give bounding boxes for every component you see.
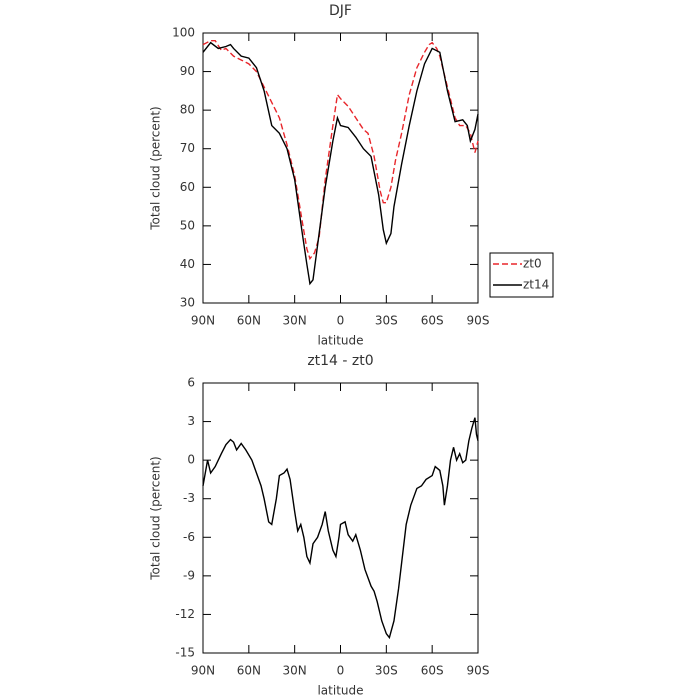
y-tick-label: 70 [180,141,195,155]
legend-label: zt0 [523,257,542,271]
y-tick-label: 80 [180,103,195,117]
y-tick-label: -6 [183,530,195,544]
y-tick-label: 6 [187,376,195,390]
line [202,41,479,286]
y-tick-label: 100 [172,26,195,40]
x-tick-label: 0 [337,314,345,328]
plot-frame [202,32,479,304]
y-tick-label: 90 [180,64,195,78]
x-tick-label: 0 [337,664,345,678]
y-tick-label: 60 [180,180,195,194]
line [202,417,479,640]
legend-box [489,252,554,298]
x-tick-label: 30N [283,664,307,678]
legend-label: zt14 [523,278,549,292]
line [202,40,479,261]
y-tick-label: -3 [183,491,195,505]
y-tick-label: -9 [183,568,195,582]
y-tick-label: 0 [187,453,195,467]
x-axis-label: latitude [317,684,363,698]
y-tick-label: 3 [187,414,195,428]
y-axis-label: Total cloud (percent) [149,106,163,230]
chart-title: DJF [329,3,352,19]
x-tick-label: 30S [375,314,398,328]
y-tick-label: 40 [180,257,195,271]
chart-title: zt14 - zt0 [307,353,373,369]
y-tick-label: 50 [180,218,195,232]
x-tick-label: 30N [283,314,307,328]
x-tick-label: 30S [375,664,398,678]
y-axis-label: Total cloud (percent) [149,456,163,580]
x-tick-label: 90N [191,664,215,678]
y-tick-label: -12 [175,607,195,621]
x-tick-label: 90S [467,664,490,678]
x-axis-label: latitude [317,334,363,348]
x-tick-label: 60S [421,664,444,678]
x-tick-label: 60S [421,314,444,328]
plot-frame [202,382,479,654]
y-tick-label: -15 [175,646,195,660]
x-tick-label: 60N [237,314,261,328]
x-tick-label: 90S [467,314,490,328]
y-tick-label: 30 [180,296,195,310]
x-tick-label: 60N [237,664,261,678]
x-tick-label: 90N [191,314,215,328]
